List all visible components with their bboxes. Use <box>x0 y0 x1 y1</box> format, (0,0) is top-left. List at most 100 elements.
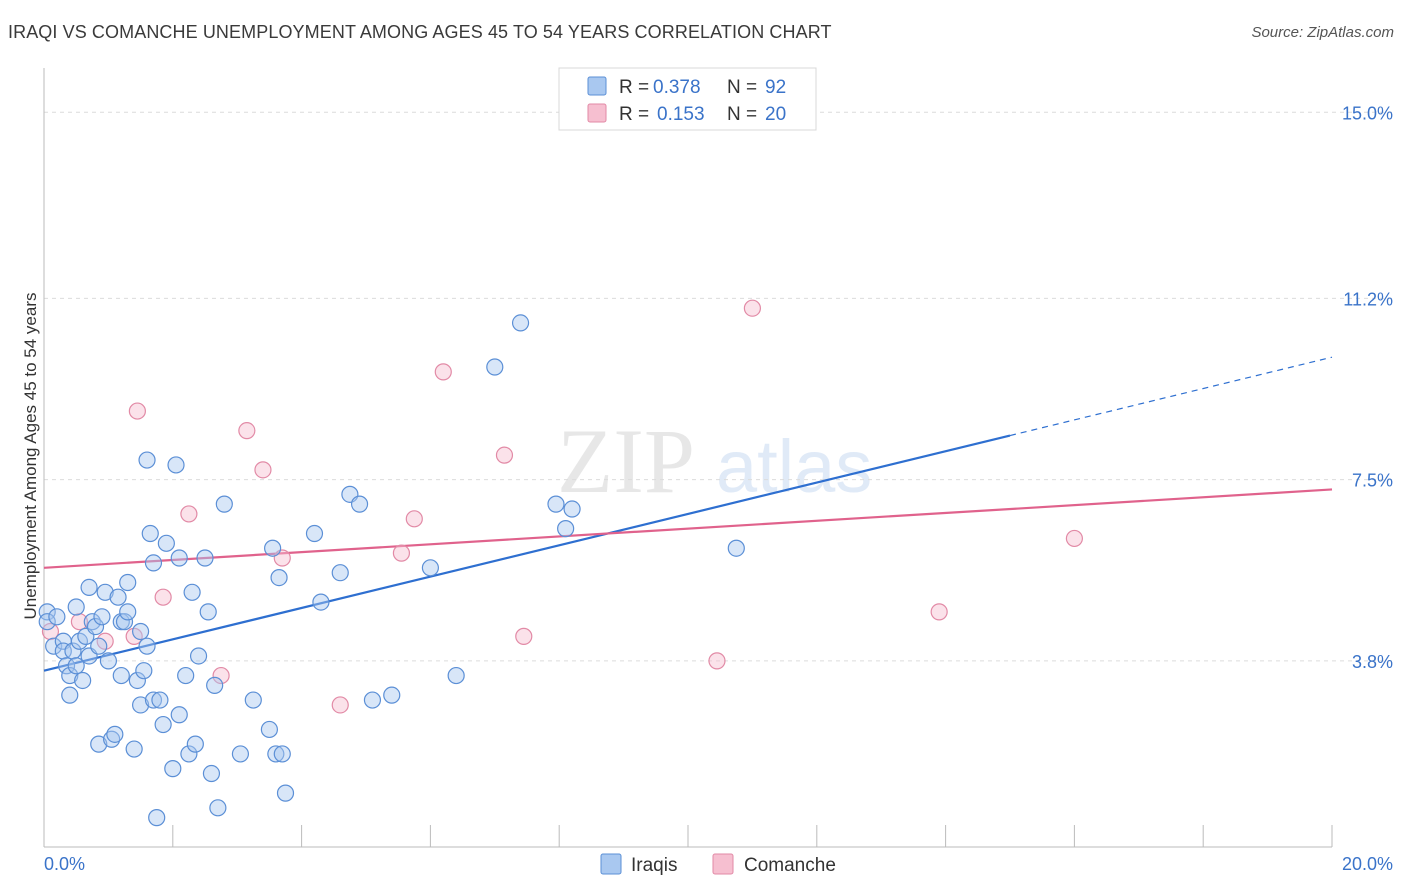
data-point-comanche <box>238 422 256 440</box>
data-point-iraqis <box>215 495 233 513</box>
data-point-iraqis <box>421 559 439 577</box>
legend-r-label-iraqis: R = <box>619 77 649 98</box>
data-point-comanche <box>154 588 172 606</box>
watermark-zip: ZIP <box>557 410 695 512</box>
data-point-iraqis <box>170 549 188 567</box>
data-point-iraqis <box>115 613 134 631</box>
data-point-iraqis <box>61 666 79 685</box>
gridlines <box>44 111 1394 662</box>
data-point-iraqis <box>196 549 214 567</box>
y-tick-label: 7.5% <box>1352 471 1393 491</box>
source-label: Source: ZipAtlas.com <box>1251 24 1394 41</box>
data-point-comanche <box>434 363 452 381</box>
data-point-iraqis <box>157 534 175 552</box>
data-point-iraqis <box>276 784 295 802</box>
data-point-iraqis <box>273 745 291 763</box>
data-point-iraqis <box>244 691 262 709</box>
data-point-iraqis <box>183 583 201 601</box>
data-point-iraqis <box>67 657 85 675</box>
legend-r-value-iraqis: 0.378 <box>653 77 701 98</box>
data-point-iraqis <box>119 603 137 621</box>
data-point-iraqis <box>109 588 127 606</box>
data-point-comanche <box>515 627 533 645</box>
data-point-iraqis <box>331 564 349 582</box>
bottom-legend-swatch-iraqis <box>600 853 622 875</box>
data-point-comanche <box>743 299 762 317</box>
data-point-iraqis <box>99 652 118 670</box>
data-point-iraqis <box>180 745 198 763</box>
data-point-iraqis <box>144 691 163 709</box>
data-point-iraqis <box>103 730 121 748</box>
trend-line-iraqis <box>43 434 1011 672</box>
data-point-iraqis <box>125 740 143 758</box>
data-point-iraqis <box>167 456 185 474</box>
data-point-iraqis <box>135 662 153 680</box>
legend-n-label-comanche: N = <box>727 104 757 125</box>
data-point-iraqis <box>363 691 382 709</box>
data-point-comanche <box>1065 529 1084 548</box>
data-point-iraqis <box>170 706 188 724</box>
data-point-iraqis <box>119 573 137 592</box>
x-tick-label: 0.0% <box>44 854 85 874</box>
data-point-iraqis <box>112 666 130 685</box>
bottom-legend-swatch-comanche <box>712 853 734 875</box>
data-point-iraqis <box>86 617 105 636</box>
data-point-iraqis <box>260 720 278 739</box>
data-point-iraqis <box>447 666 465 685</box>
data-point-comanche <box>930 603 948 621</box>
x-tick-label: 20.0% <box>1342 854 1393 874</box>
data-point-iraqis <box>74 671 92 690</box>
data-point-iraqis <box>557 520 575 538</box>
y-tick-label: 15.0% <box>1342 103 1393 123</box>
data-point-iraqis <box>96 583 114 601</box>
legend-n-label-iraqis: N = <box>727 77 757 98</box>
data-point-iraqis <box>90 735 108 753</box>
data-point-iraqis <box>202 764 221 783</box>
legend-n-value-comanche: 20 <box>765 104 786 125</box>
data-point-iraqis <box>132 696 150 714</box>
bottom-legend: Iraqis Comanche <box>600 853 836 876</box>
data-point-iraqis <box>106 725 124 743</box>
data-point-iraqis <box>67 598 85 616</box>
data-point-comanche <box>128 402 146 420</box>
trend-line-comanche <box>43 488 1333 569</box>
trend-lines <box>43 356 1333 672</box>
data-point-iraqis <box>38 603 56 621</box>
bottom-legend-label-iraqis: Iraqis <box>631 855 677 876</box>
data-point-iraqis <box>93 608 111 626</box>
legend-n-value-iraqis: 92 <box>765 77 786 98</box>
legend-r-label-comanche: R = <box>619 104 649 125</box>
data-point-iraqis <box>486 358 504 376</box>
data-point-iraqis <box>80 578 98 597</box>
legend: R = 0.378 N = 92 R = 0.153 N = 20 <box>558 67 817 131</box>
data-point-iraqis <box>132 622 150 641</box>
data-point-iraqis <box>727 539 745 557</box>
data-point-iraqis <box>57 657 76 675</box>
data-point-iraqis <box>186 735 204 753</box>
axes <box>43 68 1333 848</box>
data-point-iraqis <box>164 760 182 778</box>
data-point-iraqis <box>350 495 369 513</box>
data-point-iraqis <box>128 671 146 690</box>
data-point-iraqis <box>270 569 288 587</box>
data-point-iraqis <box>189 647 208 665</box>
data-point-comanche <box>495 446 514 464</box>
chart-title: IRAQI VS COMANCHE UNEMPLOYMENT AMONG AGE… <box>8 22 832 42</box>
y-tick-label: 11.2% <box>1343 289 1393 309</box>
data-point-iraqis <box>209 799 227 817</box>
tick-labels: 3.8% 7.5% 11.2% 15.0% 0.0% 20.0% <box>44 103 1393 874</box>
data-point-iraqis <box>267 745 285 763</box>
y-axis-label: Unemployment Among Ages 45 to 54 years <box>21 293 40 620</box>
data-point-iraqis <box>141 524 159 543</box>
data-point-iraqis <box>231 745 250 763</box>
trend-line-iraqis-extension <box>1009 356 1333 437</box>
data-point-iraqis <box>206 676 224 694</box>
data-point-iraqis <box>61 686 79 704</box>
data-point-iraqis <box>48 608 66 626</box>
data-point-comanche <box>708 652 726 670</box>
data-point-comanche <box>392 544 411 562</box>
data-point-comanche <box>331 696 349 714</box>
data-point-iraqis <box>38 613 56 631</box>
data-points <box>38 299 1084 827</box>
